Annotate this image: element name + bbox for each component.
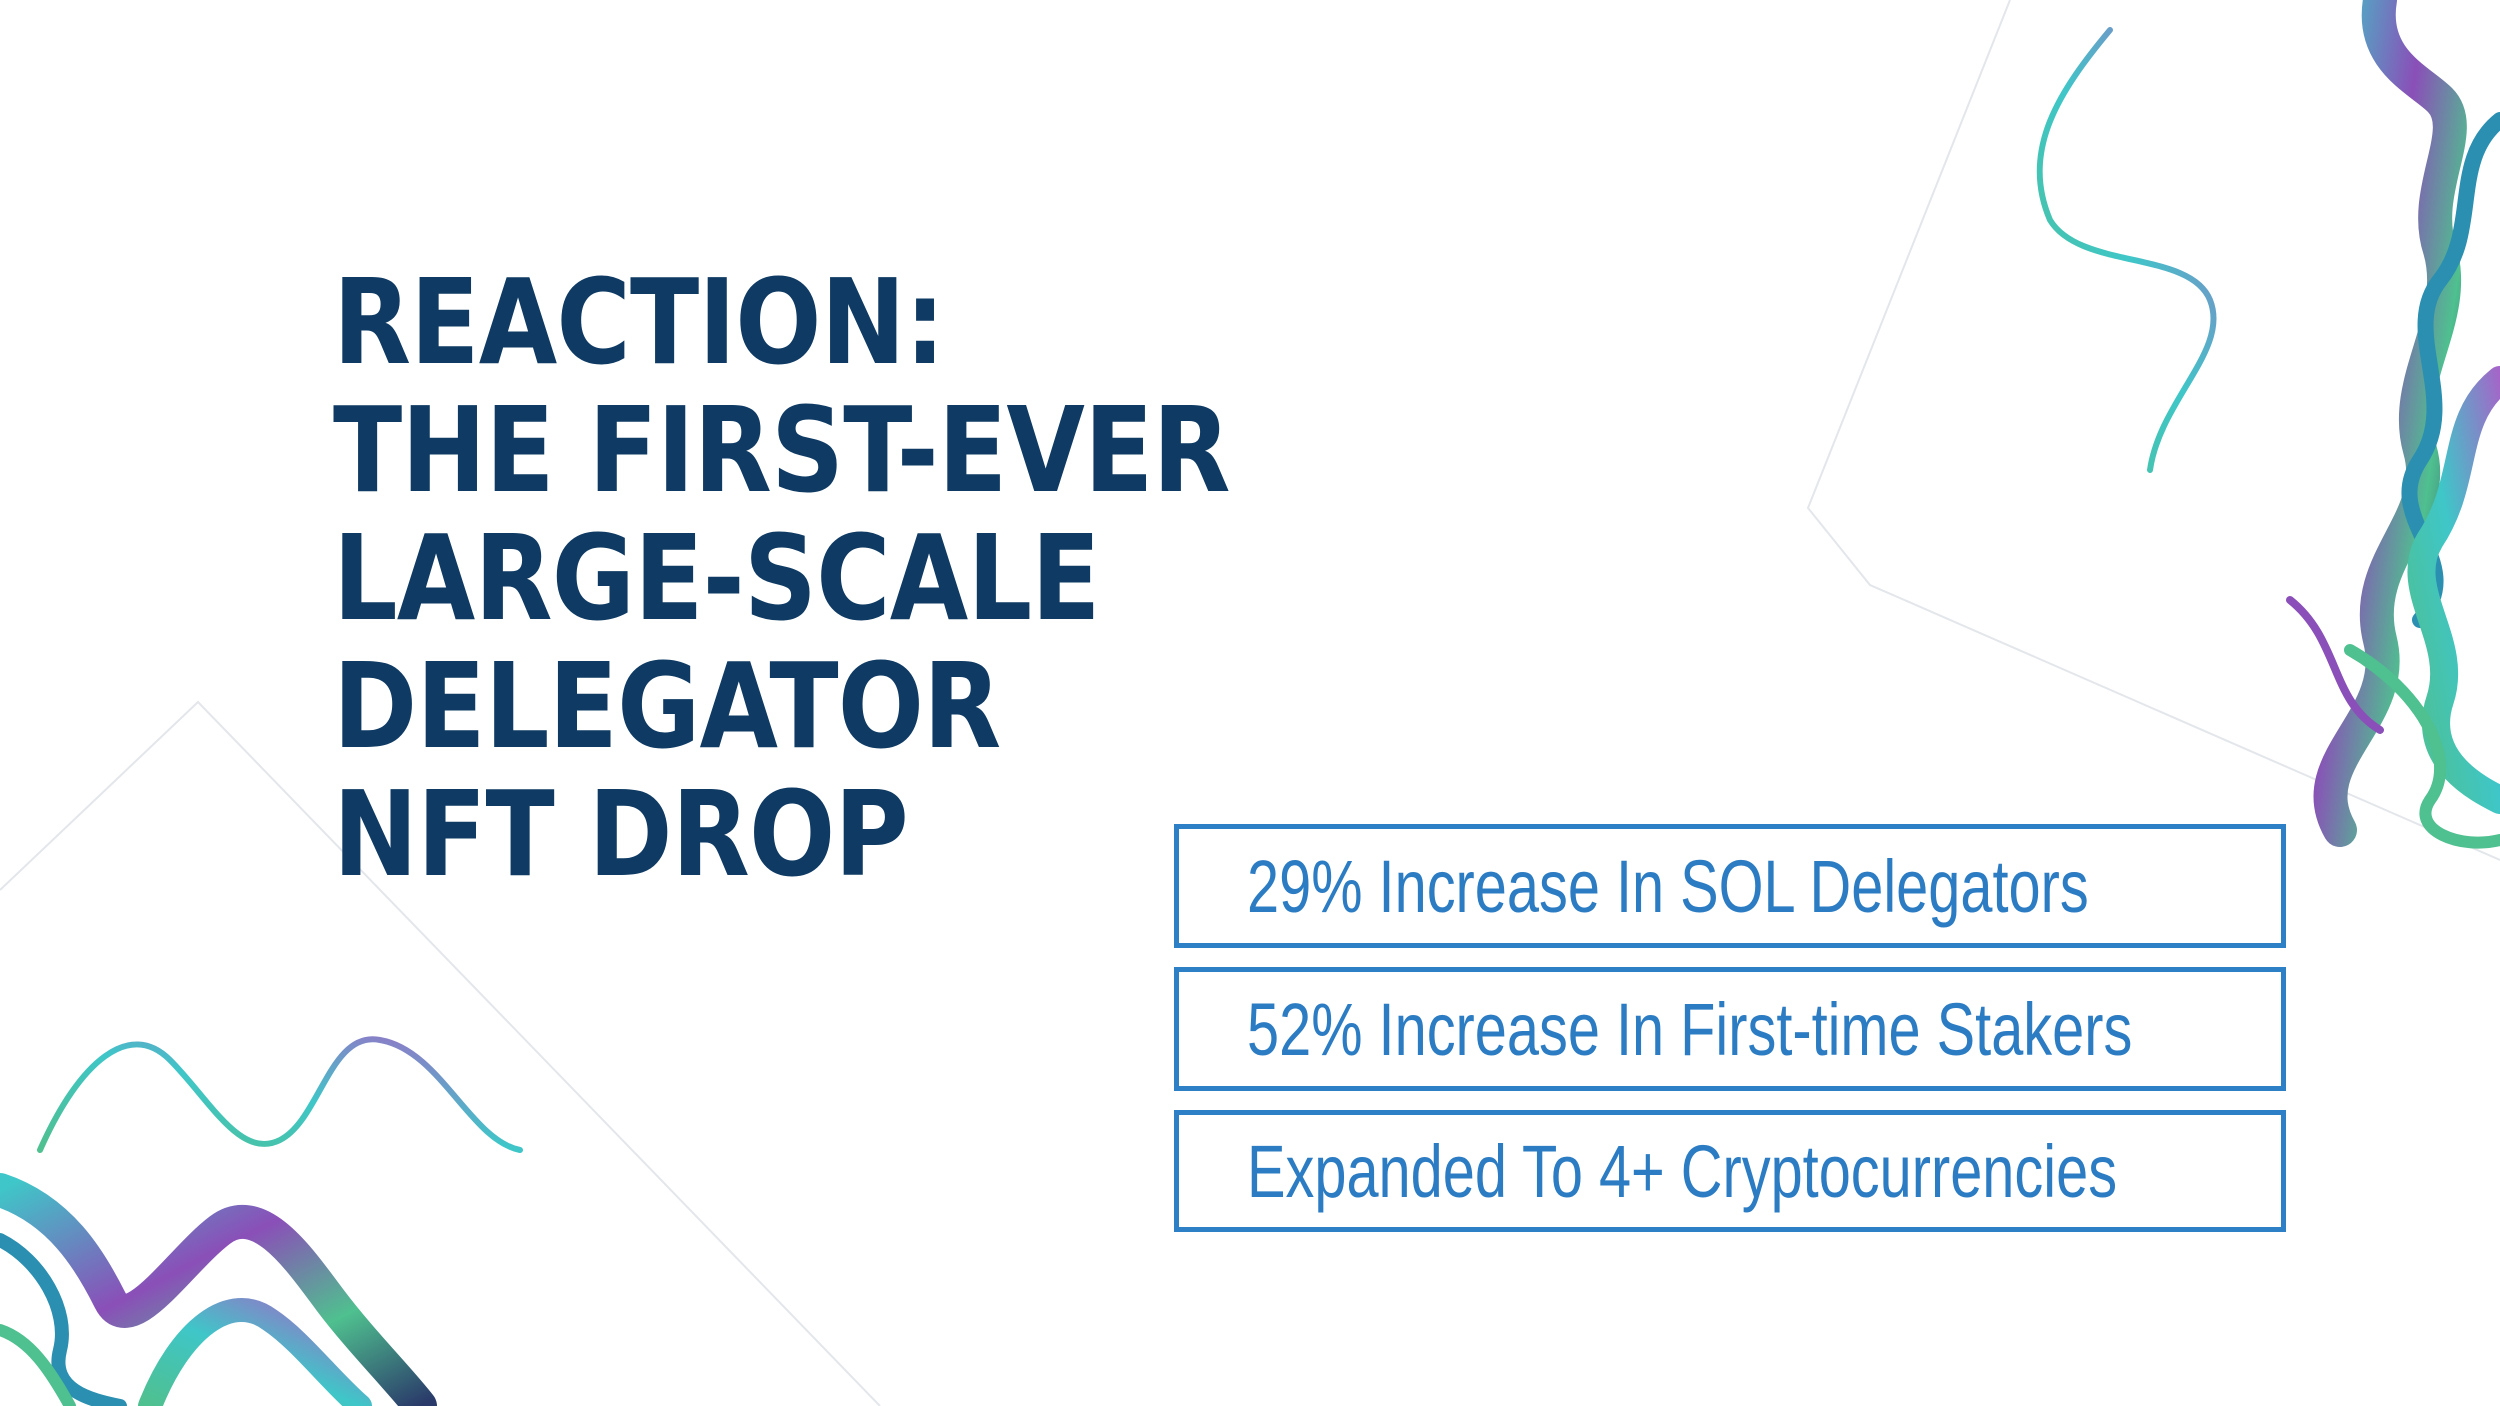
stat-text: Expanded To 4+ Cryptocurrencies <box>1247 1129 2118 1213</box>
stat-box-sol-delegators: 29% Increase In SOL Delegators <box>1174 824 2286 948</box>
stat-box-cryptocurrencies: Expanded To 4+ Cryptocurrencies <box>1174 1110 2286 1232</box>
stat-text: 52% Increase In First-time Stakers <box>1247 987 2133 1071</box>
headline-line-5: NFT DROP <box>333 765 909 903</box>
headline-line-2: THE FIRST-EVER <box>333 381 1231 519</box>
headline: REACTION: THE FIRST-EVER LARGE-SCALE DEL… <box>333 258 1333 898</box>
headline-line-4: DELEGATOR <box>333 637 1001 775</box>
headline-line-3: LARGE-SCALE <box>333 509 1101 647</box>
headline-line-1: REACTION: <box>333 253 945 391</box>
bottom-left-swirl-art <box>0 1036 523 1406</box>
stats-list: 29% Increase In SOL Delegators 52% Incre… <box>1174 824 2286 1251</box>
stat-text: 29% Increase In SOL Delegators <box>1247 844 2089 928</box>
stat-box-first-time-stakers: 52% Increase In First-time Stakers <box>1174 967 2286 1091</box>
top-right-swirl-art <box>2036 0 2500 849</box>
